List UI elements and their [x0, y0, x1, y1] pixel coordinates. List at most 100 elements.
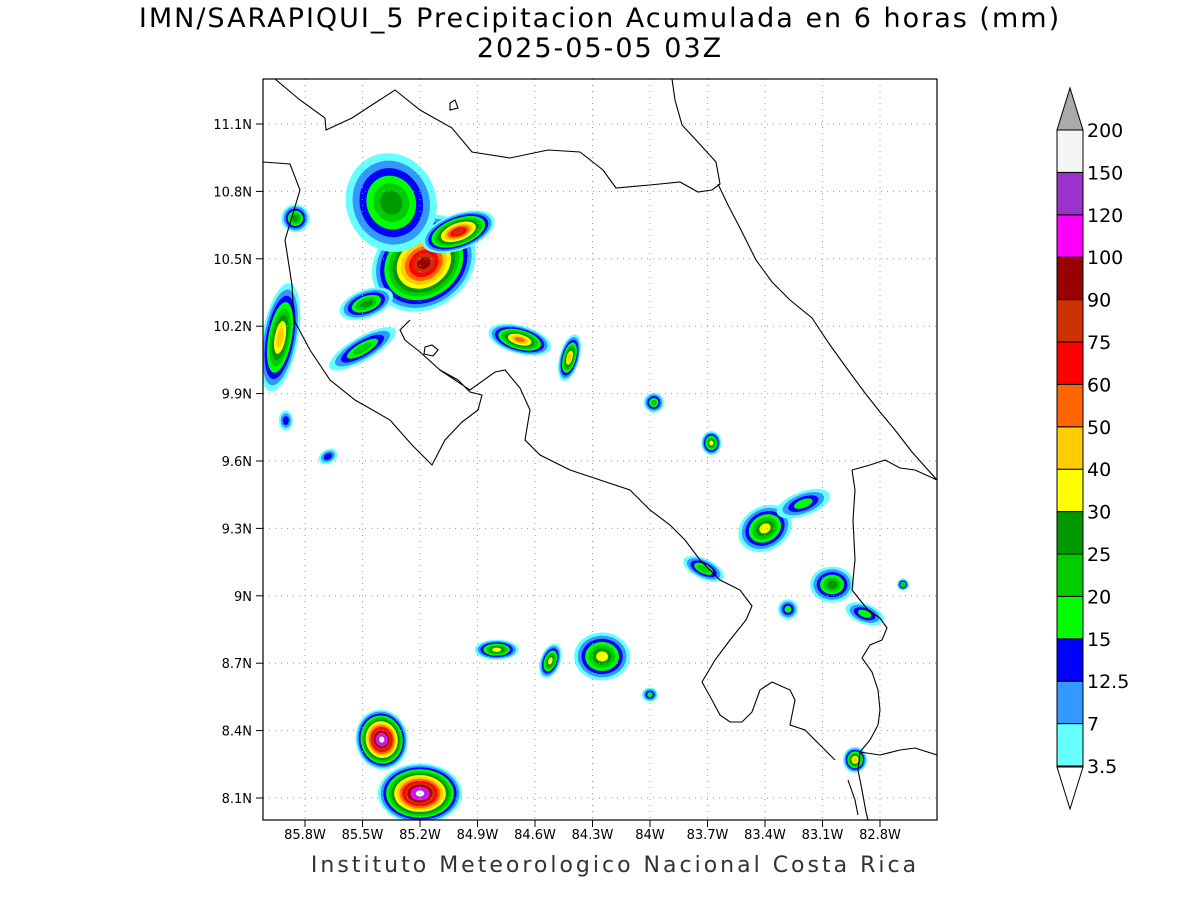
- colorbar-box: [1056, 129, 1084, 173]
- footer-credit: Instituto Meteorologico Nacional Costa R…: [310, 853, 920, 878]
- precip-cell: [843, 746, 868, 773]
- coastlines: [263, 79, 937, 820]
- colorbar-box: [1056, 171, 1084, 216]
- colorbar-label: 150: [1087, 162, 1123, 184]
- precip-contour: [567, 353, 572, 362]
- colorbar-box: [1056, 426, 1084, 470]
- colorbar-label: 60: [1087, 374, 1111, 396]
- lon-tick-label: 85.8W: [284, 828, 326, 843]
- lon-tick-label: 84.6W: [514, 828, 556, 843]
- colorbar-box: [1056, 299, 1084, 343]
- colorbar-box: [1056, 468, 1084, 513]
- precip-cell: [897, 578, 909, 591]
- precip-contour: [650, 399, 657, 406]
- colorbar-label: 120: [1087, 205, 1123, 227]
- precip-cell: [642, 687, 658, 702]
- colorbar: 3.5 7 12.5 15 20 25 30 40 50 60 75 90 100 120 150 200: [1056, 86, 1129, 811]
- lat-tick-label: 10.2N: [213, 320, 252, 335]
- lon-tick-label: 82.8W: [859, 828, 901, 843]
- colorbar-box: [1056, 341, 1084, 385]
- precip-contour: [352, 342, 373, 355]
- precip-contour: [759, 523, 771, 534]
- lon-tick-label: 83.7W: [687, 828, 729, 843]
- colorbar-box: [1056, 511, 1084, 555]
- colorbar-upper-arrow: [1056, 86, 1084, 131]
- precip-cell: [318, 448, 338, 465]
- precip-cell: [281, 204, 310, 233]
- map-valid-time: 2025-05-05 03Z: [476, 33, 724, 64]
- colorbar-box: [1056, 638, 1084, 682]
- colorbar-box: [1056, 256, 1084, 301]
- lat-tick-label: 9.6N: [222, 455, 252, 470]
- colorbar-box: [1056, 383, 1084, 428]
- lat-tick-label: 8.1N: [222, 792, 252, 807]
- longitude-axis: 85.8W 85.5W 85.2W 84.9W 84.6W 84.3W 84W 83.7W 83…: [284, 820, 901, 843]
- precip-contour: [292, 214, 299, 222]
- colorbar-label: 3.5: [1087, 756, 1117, 778]
- precip-contour: [453, 228, 464, 235]
- precip-cell: [738, 504, 792, 553]
- lon-tick-label: 83.1W: [802, 828, 844, 843]
- lat-tick-label: 10.8N: [213, 185, 252, 200]
- precip-contour: [492, 647, 502, 652]
- precip-contour: [826, 580, 838, 589]
- colorbar-box: [1056, 553, 1084, 597]
- colorbar-box: [1056, 680, 1084, 725]
- precip-cell: [329, 327, 396, 371]
- precip-contour: [784, 605, 792, 613]
- precip-contour: [359, 299, 373, 308]
- colorbar-lower-arrow: [1056, 766, 1084, 811]
- precip-cell: [278, 410, 293, 431]
- precip-contour: [380, 190, 403, 215]
- plot-frame: [262, 78, 938, 821]
- precip-cell: [539, 643, 562, 679]
- precip-contour: [794, 498, 813, 509]
- precip-contour: [709, 440, 714, 446]
- precip-contour: [417, 257, 431, 270]
- lon-tick-label: 84.9W: [457, 828, 499, 843]
- precip-cell: [263, 283, 301, 392]
- colorbar-label: 20: [1087, 586, 1111, 608]
- precip-contour: [852, 757, 858, 763]
- colorbar-label: 75: [1087, 332, 1111, 354]
- lat-tick-label: 8.4N: [222, 725, 252, 740]
- lon-tick-label: 84.3W: [572, 828, 614, 843]
- colorbar-box: [1056, 595, 1084, 640]
- precip-cell: [355, 709, 408, 770]
- precip-cell: [422, 210, 495, 254]
- precip-cell: [474, 639, 519, 660]
- precip-contour: [858, 609, 872, 618]
- precip-contour: [276, 327, 284, 348]
- precip-contour: [647, 692, 653, 698]
- precip-contour: [514, 337, 525, 343]
- precip-contour: [378, 736, 385, 743]
- precip-cell: [776, 488, 830, 519]
- colorbar-label: 12.5: [1087, 671, 1129, 693]
- precip-cell: [488, 323, 551, 356]
- colorbar-label: 200: [1087, 120, 1123, 142]
- lat-tick-label: 9.3N: [222, 522, 252, 537]
- latitude-axis: 11.1N 10.8N 10.5N 10.2N 9.9N 9.6N 9.3N 9N 8.7N 8.…: [213, 118, 263, 807]
- precip-cell: [778, 599, 798, 620]
- precip-cell: [345, 153, 437, 253]
- colorbar-label: 90: [1087, 290, 1111, 312]
- colorbar-label: 15: [1087, 629, 1111, 651]
- precip-cell: [574, 632, 631, 681]
- colorbar-label: 40: [1087, 459, 1111, 481]
- precip-cell: [701, 431, 722, 456]
- lon-tick-label: 85.2W: [399, 828, 441, 843]
- colorbar-box: [1056, 214, 1084, 258]
- colorbar-label: 100: [1087, 247, 1123, 269]
- precipitation-field: [263, 153, 909, 820]
- precip-cell: [810, 566, 855, 603]
- map-title: IMN/SARAPIQUI_5 Precipitacion Acumulada …: [138, 3, 1062, 34]
- lon-tick-label: 85.5W: [342, 828, 384, 843]
- colorbar-box: [1056, 723, 1084, 767]
- precip-cell: [683, 555, 725, 582]
- lat-tick-label: 9N: [234, 590, 252, 605]
- precip-contour: [697, 565, 710, 573]
- map-gridlines: [263, 79, 937, 820]
- precip-cell: [845, 602, 884, 626]
- lon-tick-label: 84W: [635, 828, 665, 843]
